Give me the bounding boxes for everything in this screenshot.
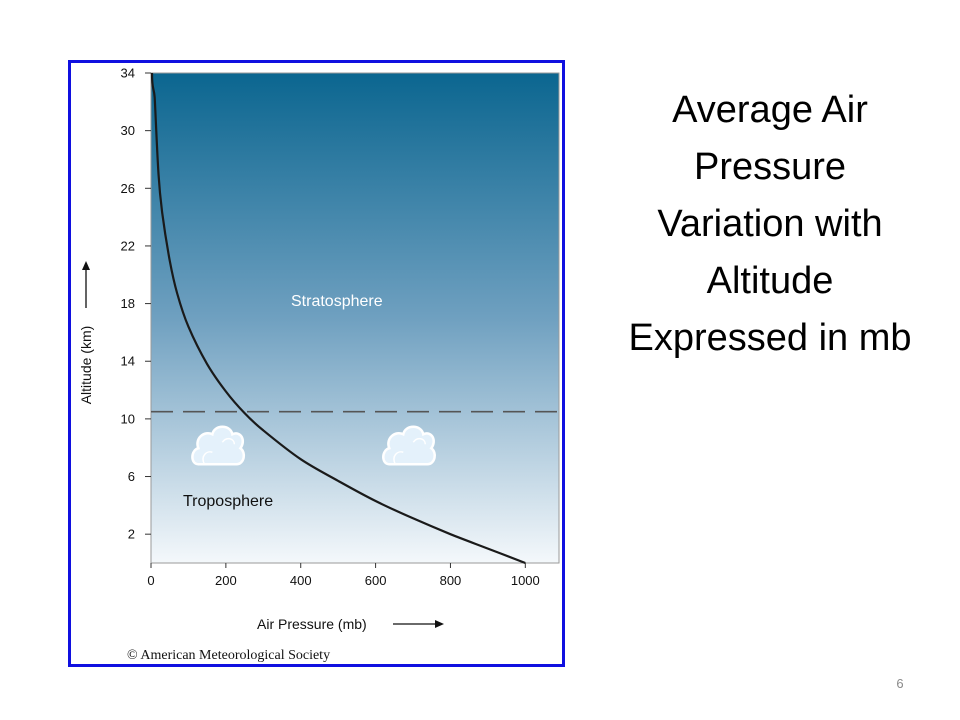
y-axis-title: Altitude (km) bbox=[78, 326, 94, 405]
cloud-layer bbox=[191, 425, 437, 466]
pressure-curve bbox=[150, 72, 526, 565]
y-axis-arrow-head bbox=[82, 261, 90, 270]
page-number: 6 bbox=[896, 676, 904, 691]
x-tick-label: 800 bbox=[440, 573, 462, 588]
cumulus-cloud-icon bbox=[191, 425, 246, 466]
y-tick-label: 30 bbox=[121, 123, 135, 138]
slide-title: Average Air Pressure Variation with Alti… bbox=[600, 82, 940, 367]
y-tick-label: 10 bbox=[121, 411, 135, 426]
troposphere-label: Troposphere bbox=[183, 493, 273, 510]
y-tick-label: 34 bbox=[121, 66, 135, 81]
x-tick-label: 600 bbox=[365, 573, 387, 588]
x-tick-label: 1000 bbox=[511, 573, 540, 588]
stratosphere-label: Stratosphere bbox=[291, 293, 383, 310]
y-axis-title-group: Altitude (km) bbox=[78, 261, 94, 404]
x-axis-title-group: Air Pressure (mb) bbox=[257, 616, 444, 632]
title-line-2: Pressure bbox=[693, 146, 847, 188]
x-tick-label: 400 bbox=[290, 573, 312, 588]
figure-frame: 2 6 10 14 18 22 26 30 34 0 200 400 600 800 1000 Strato… bbox=[68, 60, 565, 667]
y-tick-label: 14 bbox=[121, 354, 135, 369]
y-tick-label: 2 bbox=[128, 527, 135, 542]
y-tick-label: 26 bbox=[121, 181, 135, 196]
cloud-detail bbox=[202, 437, 236, 465]
cloud-detail bbox=[393, 437, 427, 465]
x-axis-arrow-head bbox=[435, 620, 444, 628]
y-tick-label: 22 bbox=[121, 238, 135, 253]
title-line-3: Variation with bbox=[657, 203, 883, 245]
title-line-1: Average Air bbox=[672, 89, 868, 131]
title-line-4: Altitude bbox=[706, 260, 834, 302]
y-tick-label: 18 bbox=[121, 296, 135, 311]
copyright-credit: © American Meteorological Society bbox=[127, 648, 331, 663]
plot-background bbox=[150, 72, 560, 564]
title-line-5: Expressed in mb bbox=[628, 317, 912, 359]
x-tick-label: 200 bbox=[215, 573, 237, 588]
cumulus-cloud-icon bbox=[382, 425, 437, 466]
x-axis-title: Air Pressure (mb) bbox=[257, 616, 367, 632]
x-tick-label: 0 bbox=[147, 573, 154, 588]
y-tick-label: 6 bbox=[128, 469, 135, 484]
